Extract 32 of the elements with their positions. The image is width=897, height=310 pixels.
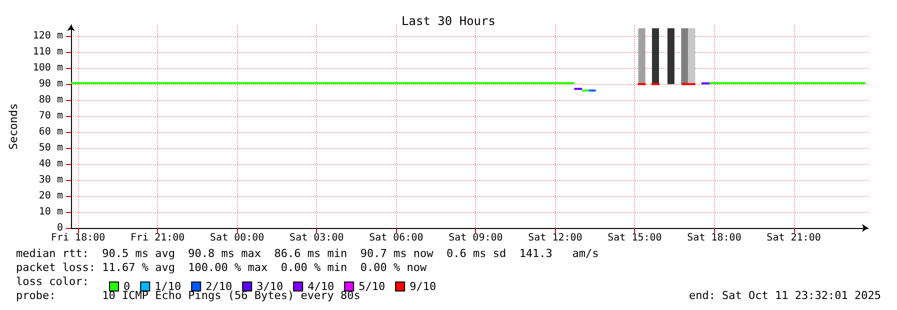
x-tick-label: Sat 12:00 bbox=[528, 232, 582, 244]
legend-label: 9/10 bbox=[410, 280, 436, 293]
y-tick-label: 10 m bbox=[38, 206, 63, 218]
y-tick-label: 60 m bbox=[38, 126, 63, 138]
y-tick-label: 30 m bbox=[38, 174, 63, 186]
x-tick-label: Sat 09:00 bbox=[448, 232, 503, 244]
x-tick-label: Sat 15:00 bbox=[608, 232, 662, 244]
x-tick-label: Fri 18:00 bbox=[50, 232, 106, 244]
x-tick-label: Sat 18:00 bbox=[687, 232, 742, 244]
chart-title: Last 30 Hours bbox=[402, 14, 496, 28]
text: packet loss: 11.67 % avg 100.00 % max 0.00 % min 0.00 % now bbox=[16, 261, 427, 274]
x-tick-label: Fri 21:00 bbox=[130, 232, 185, 244]
y-tick-label: 40 m bbox=[38, 158, 63, 170]
y-tick-label: 50 m bbox=[38, 142, 63, 154]
x-tick-label: Sat 06:00 bbox=[369, 232, 424, 244]
legend-label: 4/10 bbox=[308, 280, 334, 293]
text: end: Sat Oct 11 23:32:01 2025 bbox=[688, 289, 882, 302]
y-tick-label: 70 m bbox=[38, 110, 63, 122]
y-tick-label: 80 m bbox=[38, 94, 63, 106]
legend-title: loss color: bbox=[16, 275, 89, 288]
y-tick-label: 100 m bbox=[32, 62, 63, 74]
y-axis-title: Seconds bbox=[7, 103, 20, 150]
legend-label: 5/10 bbox=[358, 280, 386, 293]
x-tick-label: Sat 03:00 bbox=[290, 232, 344, 244]
y-tick-label: 0 bbox=[56, 222, 63, 234]
y-tick-label: 90 m bbox=[38, 78, 63, 90]
x-tick-label: Sat 00:00 bbox=[210, 232, 264, 244]
y-tick-label: 120 m bbox=[32, 30, 63, 42]
y-tick-label: 110 m bbox=[32, 46, 63, 58]
text: median rtt: 90.5 ms avg 90.8 ms max 86.6 ms min 90.7 ms now 0.6 ms sd 141.3 am/s bbox=[16, 247, 599, 260]
x-tick-label: Sat 21:00 bbox=[766, 232, 821, 244]
y-tick-label: 20 m bbox=[38, 190, 63, 202]
